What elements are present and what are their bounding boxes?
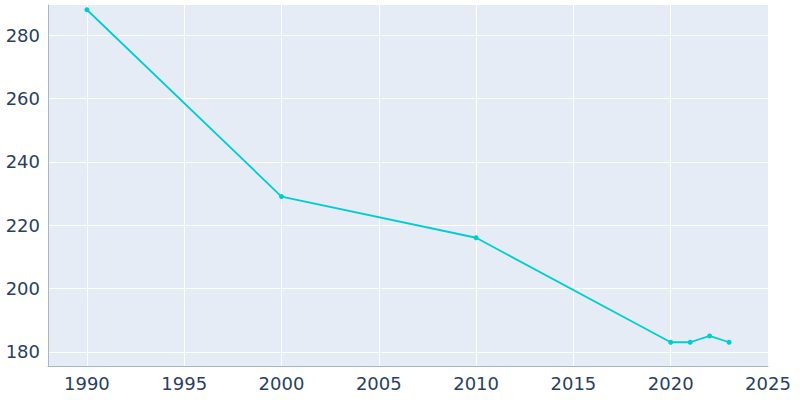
- svg-text:200: 200: [6, 278, 40, 299]
- svg-text:180: 180: [6, 341, 40, 362]
- svg-text:220: 220: [6, 215, 40, 236]
- svg-text:2005: 2005: [356, 373, 402, 394]
- svg-text:2015: 2015: [550, 373, 596, 394]
- svg-text:2020: 2020: [648, 373, 694, 394]
- svg-text:2025: 2025: [745, 373, 791, 394]
- svg-text:240: 240: [6, 151, 40, 172]
- svg-text:280: 280: [6, 25, 40, 46]
- svg-text:2000: 2000: [259, 373, 305, 394]
- svg-text:1990: 1990: [64, 373, 110, 394]
- svg-text:1995: 1995: [161, 373, 207, 394]
- svg-text:260: 260: [6, 88, 40, 109]
- svg-text:2010: 2010: [453, 373, 499, 394]
